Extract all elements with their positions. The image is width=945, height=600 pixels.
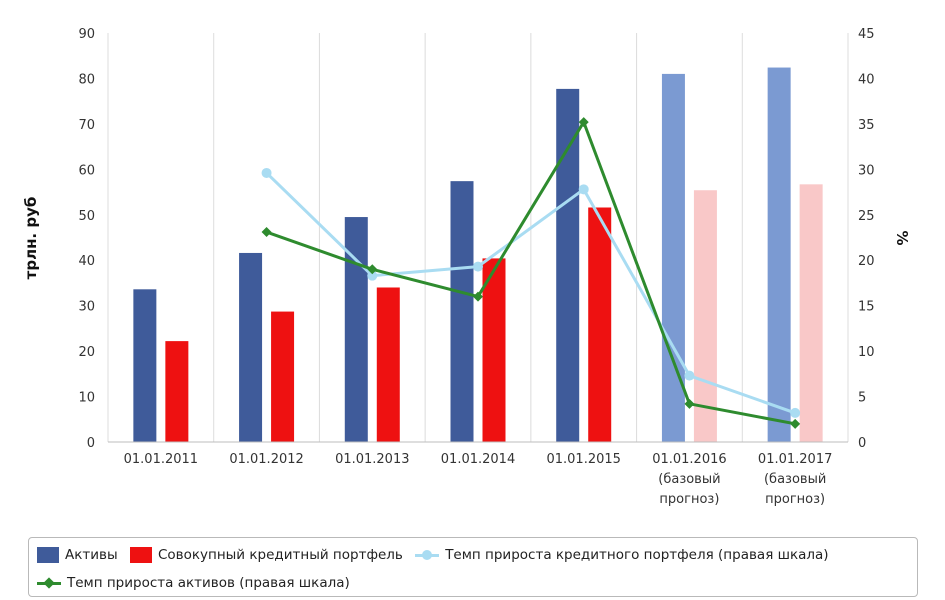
y2-tick-label: 0 <box>858 436 866 451</box>
bar-loan-portfolio <box>376 287 400 442</box>
legend-label-assets: Активы <box>65 547 118 563</box>
y2-tick-label: 10 <box>858 345 875 360</box>
y2-tick-label: 20 <box>858 254 875 269</box>
chart: 0 10 20 30 40 50 60 70 80 90 0 5 10 15 20 25 30 35 40 45 01.… <box>22 27 911 507</box>
point-loan-growth <box>473 261 483 272</box>
point-assets-growth <box>261 227 272 238</box>
bar-assets <box>450 181 474 442</box>
legend-label-loan-growth: Темп прироста кредитного портфеля (права… <box>445 547 829 563</box>
point-loan-growth <box>684 370 695 381</box>
legend-item-assets: Активы <box>37 543 118 567</box>
x-tick-label: 01.01.2015 <box>546 452 620 467</box>
x-tick-label: 01.01.2011 <box>124 452 198 467</box>
point-assets-growth <box>578 117 589 128</box>
point-loan-growth <box>578 184 589 195</box>
bar-loan-portfolio <box>482 258 506 442</box>
legend: Активы Совокупный кредитный портфель Тем… <box>28 537 918 597</box>
y2-tick-label: 35 <box>858 118 875 133</box>
x-tick-label: 01.01.2017 <box>758 452 832 467</box>
line-loan-growth <box>265 171 796 415</box>
bar-loan-portfolio <box>165 341 189 442</box>
y-tick-label: 90 <box>78 27 95 42</box>
x-tick-label: прогноз) <box>765 492 825 507</box>
legend-item-loan-growth: Темп прироста кредитного портфеля (права… <box>415 543 829 567</box>
y-tick-label: 10 <box>78 391 95 406</box>
point-assets-growth <box>473 291 483 302</box>
y-tick-label: 70 <box>78 118 95 133</box>
y-tick-label: 40 <box>78 254 95 269</box>
y-tick-label: 20 <box>78 345 95 360</box>
bar-assets <box>239 252 263 442</box>
y2-tick-label: 45 <box>858 27 875 42</box>
y-tick-label: 80 <box>78 72 95 87</box>
point-loan-growth <box>261 167 272 178</box>
y2-tick-label: 15 <box>858 300 875 315</box>
bar-loan-portfolio <box>271 311 295 442</box>
point-loan-growth <box>790 407 801 418</box>
legend-swatch-loan-growth <box>415 547 440 563</box>
point-assets-growth <box>367 264 378 275</box>
bar-assets <box>133 289 157 442</box>
x-tick-label: 01.01.2016 <box>652 452 726 467</box>
legend-swatch-assets <box>37 547 59 563</box>
lines <box>261 117 801 429</box>
x-tick-label: 01.01.2013 <box>335 452 409 467</box>
legend-item-loan-portfolio: Совокупный кредитный портфель <box>129 543 403 567</box>
legend-item-assets-growth: Темп прироста активов (правая шкала) <box>37 571 350 595</box>
point-loan-growth <box>367 270 378 281</box>
legend-label-assets-growth: Темп прироста активов (правая шкала) <box>67 575 350 591</box>
tick-labels: 0 10 20 30 40 50 60 70 80 90 0 5 10 15 20 25 30 35 40 45 01.… <box>78 27 874 507</box>
bar-assets <box>556 88 580 442</box>
y-tick-label: 60 <box>78 163 95 178</box>
legend-label-loan-portfolio: Совокупный кредитный портфель <box>157 547 403 563</box>
bar-assets <box>767 67 791 442</box>
bar-assets <box>344 217 368 442</box>
x-tick-label: 01.01.2012 <box>229 452 303 467</box>
x-tick-label: прогноз) <box>659 492 719 507</box>
y-tick-label: 50 <box>78 209 95 224</box>
x-tick-label: 01.01.2014 <box>441 452 515 467</box>
line-assets-growth <box>266 120 796 426</box>
point-assets-growth <box>790 418 801 429</box>
y2-tick-label: 40 <box>858 72 875 87</box>
y2-tick-label: 30 <box>858 163 875 178</box>
y-axis-title: трлн. руб <box>22 197 40 280</box>
y2-tick-label: 25 <box>858 209 875 224</box>
gridlines <box>107 33 849 442</box>
y-tick-label: 30 <box>78 300 95 315</box>
y2-axis-title: % <box>893 230 911 245</box>
legend-swatch-loan-portfolio <box>129 547 152 563</box>
legend-swatch-assets-growth <box>37 575 61 591</box>
y2-tick-label: 5 <box>858 391 866 406</box>
bar-loan-portfolio <box>799 184 823 442</box>
y-tick-label: 0 <box>87 436 95 451</box>
x-tick-label: (базовый <box>764 472 826 487</box>
bar-loan-portfolio <box>588 207 612 442</box>
point-assets-growth <box>684 398 695 409</box>
x-tick-label: (базовый <box>658 472 720 487</box>
